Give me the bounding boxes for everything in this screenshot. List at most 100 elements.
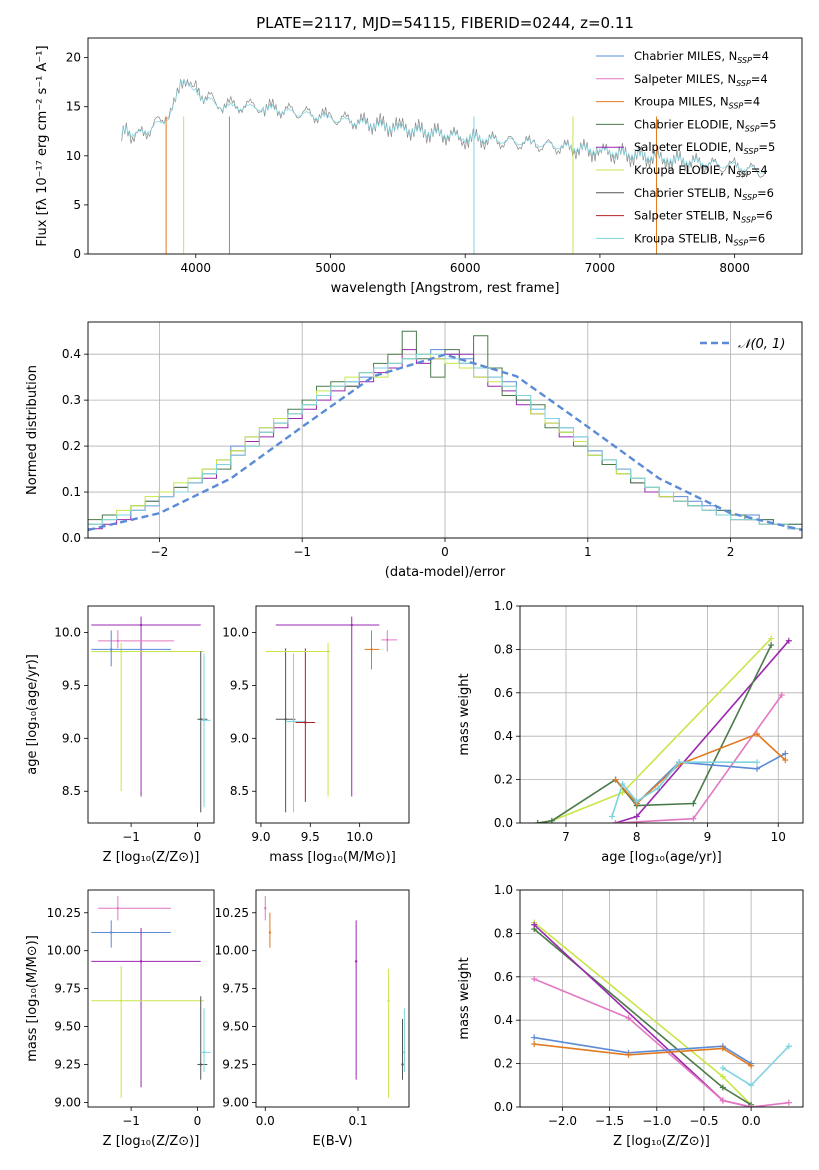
legend-sub: SSP bbox=[742, 193, 757, 202]
x-tick-label: −1.5 bbox=[595, 1114, 624, 1128]
y-tick-label: 0.2 bbox=[494, 1057, 513, 1071]
legend-name: Salpeter STELIB, N bbox=[634, 209, 741, 223]
y-tick-label: 0 bbox=[73, 247, 81, 261]
x-tick-label: 0.0 bbox=[742, 1114, 761, 1128]
weight-series-line bbox=[533, 921, 752, 1106]
errorbar-point bbox=[264, 907, 267, 910]
x-tick-label: −1 bbox=[293, 545, 311, 559]
axes-frame bbox=[87, 889, 215, 1108]
y-tick-label: 9.5 bbox=[230, 678, 249, 692]
y-tick-label: 10.25 bbox=[215, 906, 249, 920]
panel-weight_vs_Z: −2.0 −1.5 −1.0 −0.5 0.0 0.0 0.2 0.4 0.6 0.8 1.0 Z [… bbox=[457, 883, 804, 1149]
y-tick-label: 10.0 bbox=[222, 625, 249, 639]
legend-entry: Chabrier MILES, NSSP=4 bbox=[634, 49, 769, 65]
axes-frame bbox=[87, 321, 803, 539]
x-tick-label: −1 bbox=[122, 830, 140, 844]
y-tick-label: 9.75 bbox=[222, 982, 249, 996]
x-tick-label: 0.0 bbox=[256, 1114, 275, 1128]
y-tick-label: 0.4 bbox=[494, 729, 513, 743]
legend-entry: Kroupa MILES, NSSP=4 bbox=[634, 95, 760, 111]
y-tick-label: 0.3 bbox=[62, 393, 81, 407]
legend-name: Kroupa ELODIE, N bbox=[634, 163, 736, 177]
x-axis-label: wavelength [Angstrom, rest frame] bbox=[331, 281, 560, 296]
plot-area bbox=[88, 330, 802, 538]
x-tick-label: 10.0 bbox=[346, 830, 373, 844]
y-tick-label: 8.5 bbox=[62, 784, 81, 798]
weight-point-marker bbox=[612, 820, 619, 823]
errorbar-point bbox=[354, 960, 358, 963]
y-tick-label: 0.6 bbox=[494, 686, 513, 700]
y-axis-label: age [log₁₀(age/yr)] bbox=[25, 654, 40, 775]
legend-name: Kroupa MILES, N bbox=[634, 95, 729, 109]
weight-point-marker bbox=[719, 1045, 726, 1052]
x-tick-label: 0 bbox=[194, 830, 202, 844]
x-tick-label: 10 bbox=[771, 830, 786, 844]
plot-area bbox=[265, 616, 398, 813]
x-axis-label: Z [log₁₀(Z/Z⊙)] bbox=[103, 1134, 200, 1149]
x-axis-label: Z [log₁₀(Z/Z⊙)] bbox=[103, 850, 200, 865]
legend-suffix: =4 bbox=[751, 72, 768, 86]
legend-sub: SSP bbox=[736, 79, 751, 88]
y-axis-label: Normed distribution bbox=[25, 365, 40, 495]
y-tick-label: 9.0 bbox=[230, 731, 249, 745]
y-axis-label: mass weight bbox=[457, 957, 472, 1039]
y-tick-label: 9.25 bbox=[54, 1058, 81, 1072]
y-tick-label: 9.00 bbox=[222, 1095, 249, 1109]
x-tick-label: 9 bbox=[704, 830, 712, 844]
legend-sub: SSP bbox=[737, 56, 752, 65]
legend-sub: SSP bbox=[745, 124, 760, 133]
y-axis-label: Flux [fλ 10⁻¹⁷ erg cm⁻² s⁻¹ A⁻¹] bbox=[35, 45, 50, 246]
legend-name: Salpeter ELODIE, N bbox=[634, 140, 744, 154]
weight-point-marker bbox=[654, 785, 661, 792]
axes-frame bbox=[87, 605, 215, 824]
weight-point-marker bbox=[748, 1104, 755, 1107]
weight-point-marker bbox=[782, 757, 789, 764]
weight-series-line bbox=[614, 752, 786, 805]
axes-frame bbox=[87, 37, 803, 255]
y-tick-label: 0.6 bbox=[494, 970, 513, 984]
legend-suffix: =4 bbox=[752, 49, 769, 63]
y-tick-label: 1.0 bbox=[494, 883, 513, 897]
panel-age_vs_mass: 9.0 9.5 10.0 8.5 9.0 9.5 10.0 mass [log₁₀(M/M⊙)… bbox=[222, 605, 410, 865]
y-tick-label: 0.4 bbox=[62, 347, 81, 361]
errorbar-point bbox=[116, 907, 120, 910]
y-tick-label: 15 bbox=[66, 100, 81, 114]
weight-point-marker bbox=[633, 813, 640, 820]
x-tick-label: −0.5 bbox=[689, 1114, 718, 1128]
legend-suffix: =4 bbox=[743, 95, 760, 109]
x-tick-label: 8000 bbox=[719, 261, 750, 275]
errorbar-point bbox=[119, 999, 123, 1002]
normal-pdf-curve bbox=[88, 353, 802, 532]
y-tick-label: 10.0 bbox=[54, 625, 81, 639]
y-tick-label: 0.8 bbox=[494, 642, 513, 656]
y-tick-label: 0.1 bbox=[62, 485, 81, 499]
errorbar-point bbox=[268, 931, 272, 934]
histogram-step-series bbox=[88, 353, 802, 538]
weight-point-marker bbox=[531, 1041, 538, 1048]
panel-spectrum: 4000 5000 6000 7000 8000 0 5 10 15 20 wavelength [… bbox=[35, 37, 803, 296]
y-tick-label: 10.00 bbox=[47, 944, 81, 958]
y-tick-label: 0.2 bbox=[62, 439, 81, 453]
plot-area bbox=[534, 635, 792, 823]
x-tick-label: 4000 bbox=[181, 261, 212, 275]
weight-point-marker bbox=[748, 1082, 755, 1089]
weight-point-marker bbox=[534, 820, 541, 823]
errorbar-point bbox=[199, 1063, 202, 1066]
y-tick-label: 9.0 bbox=[62, 731, 81, 745]
weight-point-marker bbox=[531, 1034, 538, 1041]
y-tick-label: 9.75 bbox=[54, 982, 81, 996]
plot-area bbox=[121, 78, 767, 254]
y-tick-label: 0.2 bbox=[494, 773, 513, 787]
plot-area bbox=[531, 919, 792, 1107]
x-tick-label: −1.0 bbox=[642, 1114, 671, 1128]
weight-point-marker bbox=[768, 642, 775, 649]
y-tick-label: 0.8 bbox=[494, 926, 513, 940]
legend-entry: 𝒩(0, 1) bbox=[738, 337, 785, 352]
x-tick-label: 2 bbox=[727, 545, 735, 559]
y-tick-label: 0.4 bbox=[494, 1013, 513, 1027]
legend-suffix: =6 bbox=[748, 231, 765, 245]
errorbar-point bbox=[202, 719, 206, 722]
weight-point-marker bbox=[719, 1084, 726, 1091]
y-tick-label: 10 bbox=[66, 149, 81, 163]
weight-point-marker bbox=[719, 1097, 726, 1104]
